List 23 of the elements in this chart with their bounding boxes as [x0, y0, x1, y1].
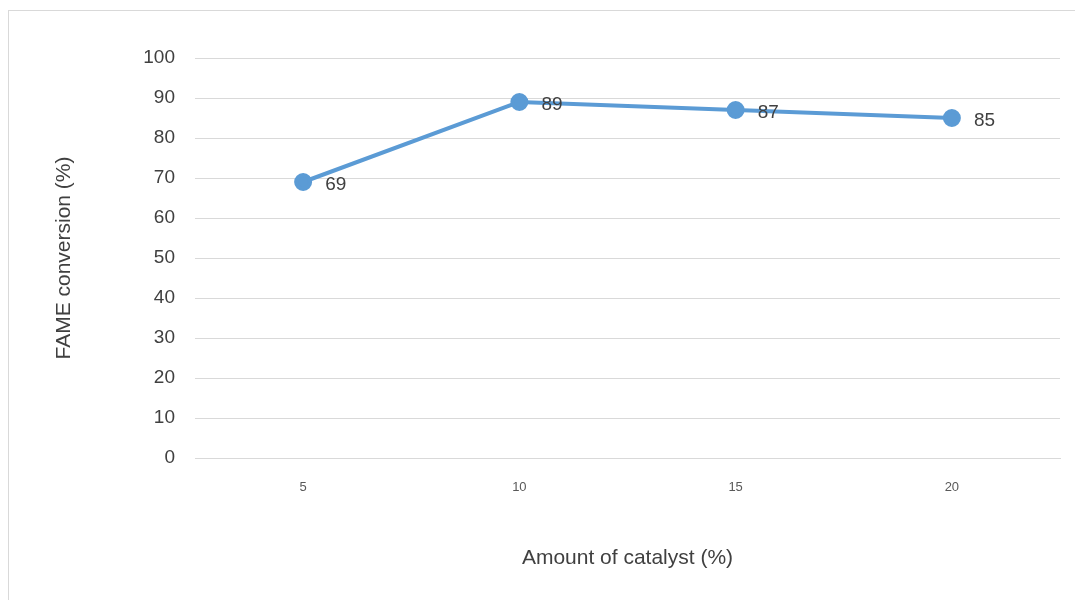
y-tick-label: 90	[153, 86, 175, 108]
y-tick-label: 40	[153, 286, 175, 308]
x-tick-label: 10	[512, 479, 527, 495]
y-axis-title: FAME conversion (%)	[51, 156, 75, 360]
point	[942, 109, 961, 127]
y-tick-label: 10	[153, 406, 175, 428]
y-tick-label: 30	[153, 326, 175, 348]
y-tick-label: 60	[153, 206, 175, 228]
x-tick-label: 5	[299, 479, 307, 495]
x-tick-label: 20	[944, 479, 960, 495]
point	[294, 173, 313, 191]
y-tick-label: 50	[153, 246, 175, 268]
point	[510, 93, 529, 111]
y-tick-label: 20	[153, 366, 175, 388]
point	[726, 101, 745, 119]
x-tick-label: 15	[728, 479, 743, 495]
x-axis-title: Amount of catalyst (%)	[521, 545, 734, 569]
y-tick-label: 70	[153, 166, 175, 188]
data-label: 85	[973, 109, 996, 131]
y-tick-label: 80	[153, 126, 175, 148]
data-label: 69	[325, 173, 347, 195]
y-tick-label: 0	[164, 446, 175, 468]
y-tick-label: 100	[143, 46, 175, 68]
